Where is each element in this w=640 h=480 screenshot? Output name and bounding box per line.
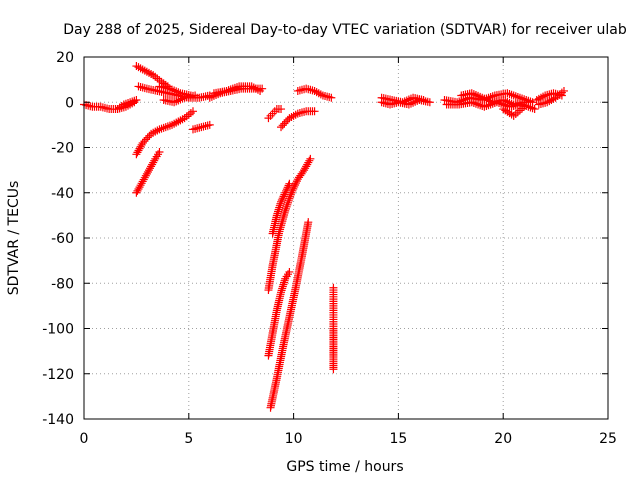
data-point bbox=[143, 133, 152, 142]
data-point bbox=[280, 190, 289, 199]
data-point bbox=[283, 200, 292, 209]
series-arc-k bbox=[209, 82, 265, 98]
data-point bbox=[282, 117, 291, 126]
data-point bbox=[425, 98, 434, 107]
plot-frame bbox=[83, 56, 609, 420]
data-point bbox=[282, 185, 291, 194]
data-point bbox=[279, 192, 288, 201]
data-point bbox=[155, 148, 164, 157]
data-point bbox=[284, 196, 293, 205]
data-point bbox=[150, 156, 159, 165]
data-point bbox=[132, 95, 141, 104]
y-tick-label: -40 bbox=[51, 186, 74, 202]
y-axis-label: SDTVAR / TECUs bbox=[6, 181, 22, 296]
data-point bbox=[285, 267, 294, 276]
data-point bbox=[277, 123, 286, 132]
data-point bbox=[304, 218, 313, 227]
data-point bbox=[142, 135, 151, 144]
x-tick-label: 15 bbox=[389, 431, 407, 447]
x-tick-label: 20 bbox=[494, 431, 512, 447]
y-tick-label: -100 bbox=[42, 322, 74, 338]
y-axis-ticks: 20 0 -20 -40 -60 -80 -100 -120 -140 bbox=[42, 50, 608, 428]
series-arc-b bbox=[113, 95, 141, 114]
data-point bbox=[284, 181, 293, 190]
data-point bbox=[511, 110, 520, 119]
data-point bbox=[278, 194, 287, 203]
chart-title: Day 288 of 2025, Sidereal Day-to-day VTE… bbox=[63, 22, 627, 38]
data-point bbox=[277, 197, 286, 206]
x-axis-label: GPS time / hours bbox=[286, 459, 403, 475]
data-point bbox=[530, 105, 539, 114]
data-point bbox=[281, 204, 290, 213]
series-arc-i bbox=[188, 120, 214, 134]
x-tick-label: 5 bbox=[184, 431, 193, 447]
y-tick-label: -80 bbox=[51, 276, 74, 292]
series-arc-za bbox=[534, 86, 568, 109]
data-point bbox=[520, 102, 529, 111]
data-point bbox=[281, 188, 290, 197]
data-point bbox=[284, 198, 293, 207]
y-tick-label: 0 bbox=[65, 95, 74, 111]
x-axis-ticks: 0 5 10 15 20 25 bbox=[80, 57, 617, 447]
series-arc-s bbox=[329, 283, 338, 374]
y-tick-label: -140 bbox=[42, 412, 74, 428]
series-arc-f bbox=[155, 82, 195, 100]
series-arc-g bbox=[132, 107, 197, 159]
data-point bbox=[205, 120, 214, 129]
series-arc-l bbox=[264, 105, 286, 123]
data-point bbox=[306, 154, 315, 163]
data-point bbox=[138, 138, 147, 147]
y-tick-label: -120 bbox=[42, 367, 74, 383]
data-point bbox=[280, 119, 289, 128]
data-point bbox=[256, 86, 265, 95]
series-arc-r bbox=[266, 218, 313, 412]
data-point bbox=[327, 93, 336, 102]
series-arc-m bbox=[277, 107, 319, 132]
data-point bbox=[186, 91, 195, 100]
x-tick-label: 0 bbox=[80, 431, 89, 447]
data-point bbox=[285, 194, 294, 203]
grid-lines bbox=[84, 57, 608, 419]
data-point bbox=[188, 107, 197, 116]
data-point bbox=[140, 137, 149, 146]
data-point bbox=[281, 206, 290, 215]
series-arc-p bbox=[268, 179, 294, 238]
y-tick-label: -60 bbox=[51, 231, 74, 247]
data-point bbox=[283, 183, 292, 192]
data-point bbox=[278, 121, 287, 130]
data-point bbox=[282, 186, 291, 195]
data-point bbox=[277, 195, 286, 204]
y-tick-label: -20 bbox=[51, 141, 74, 157]
data-point bbox=[291, 179, 300, 188]
series-arc-x bbox=[457, 89, 529, 109]
data-point bbox=[329, 283, 338, 292]
series-arc-y bbox=[499, 102, 529, 120]
data-point bbox=[277, 105, 286, 114]
series-arc-q bbox=[264, 267, 294, 360]
series-arc-h bbox=[132, 148, 164, 197]
x-tick-label: 25 bbox=[599, 431, 617, 447]
y-tick-label: 20 bbox=[56, 50, 74, 66]
data-point bbox=[515, 106, 524, 115]
series-arc-u bbox=[377, 95, 434, 109]
data-point bbox=[559, 86, 568, 95]
data-point bbox=[285, 179, 294, 188]
x-tick-label: 10 bbox=[285, 431, 303, 447]
data-point bbox=[305, 156, 314, 165]
data-points bbox=[80, 62, 568, 412]
data-point bbox=[310, 107, 319, 116]
series-arc-n bbox=[293, 84, 336, 102]
series-arc-o bbox=[264, 154, 315, 295]
data-point bbox=[282, 202, 291, 211]
